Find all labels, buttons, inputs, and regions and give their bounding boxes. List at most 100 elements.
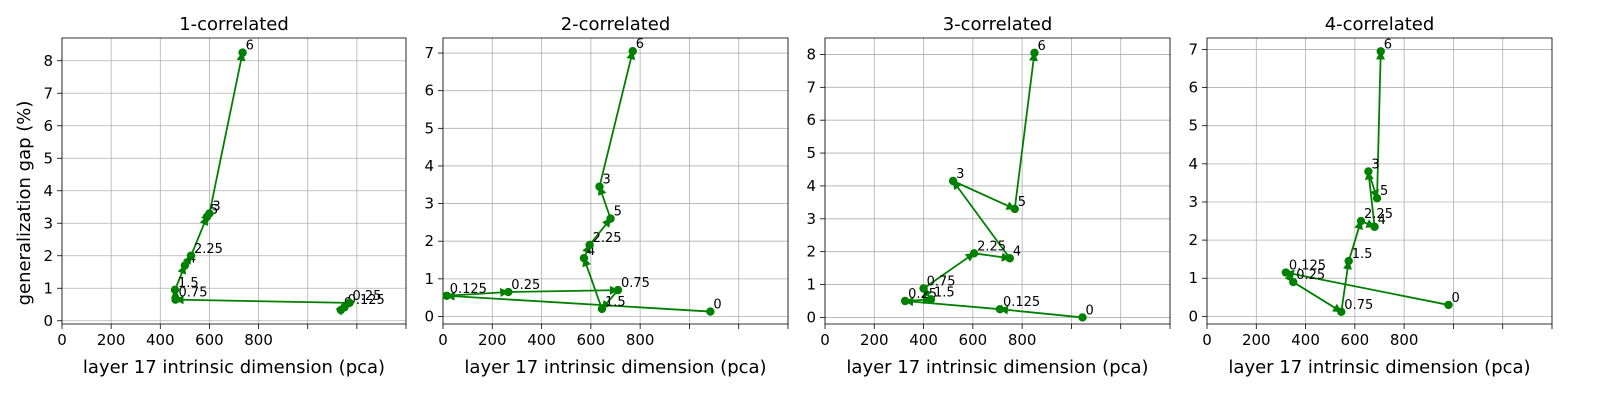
subplot-2: 0 200 400 600 800 0 1 2 3 4 5 6 7 2-correlated layer 1… xyxy=(424,14,789,378)
data-label: 0 xyxy=(713,298,721,313)
y-tick-label: 6 xyxy=(1188,79,1198,97)
data-point xyxy=(948,176,958,186)
data-point xyxy=(1281,268,1291,277)
trajectory-arrow xyxy=(190,215,209,257)
trajectory-arrow xyxy=(597,185,612,219)
data-label: 2.25 xyxy=(593,231,622,246)
x-axis-label: layer 17 intrinsic dimension (pca) xyxy=(846,357,1148,378)
y-tick-label: 6 xyxy=(806,111,816,129)
data-label: 4 xyxy=(1378,213,1386,228)
y-tick-label: 4 xyxy=(1188,155,1198,173)
y-tick-label: 2 xyxy=(424,232,434,250)
data-point xyxy=(442,291,451,300)
data-label: 0.125 xyxy=(1003,295,1040,310)
data-label: 4 xyxy=(587,244,595,259)
x-tick-label: 200 xyxy=(478,331,507,349)
data-point xyxy=(345,298,354,308)
chart-title: 1-correlated xyxy=(179,14,289,35)
y-tick-label: 5 xyxy=(43,149,53,167)
data-point xyxy=(1005,254,1015,263)
data-label: 3 xyxy=(602,173,610,188)
data-point xyxy=(926,295,936,304)
x-tick-label: 400 xyxy=(909,331,938,349)
data-label: 6 xyxy=(246,39,254,54)
data-point xyxy=(170,285,180,295)
subplot-3: 0 200 400 600 800 0 1 2 3 4 5 6 7 8 3-correlated layer … xyxy=(806,14,1171,378)
data-point xyxy=(628,46,637,56)
data-label: 3 xyxy=(1371,157,1379,172)
data-label: 1.5 xyxy=(605,295,626,310)
y-tick-label: 2 xyxy=(806,243,816,261)
y-tick-label: 5 xyxy=(806,144,816,162)
y-tick-label: 4 xyxy=(43,182,53,200)
y-tick-label: 1 xyxy=(806,276,816,294)
y-tick-label: 4 xyxy=(424,157,434,175)
y-tick-label: 1 xyxy=(1188,269,1198,287)
chart-title: 3-correlated xyxy=(943,14,1053,35)
axes-frame xyxy=(61,37,407,325)
data-label: 0.25 xyxy=(1296,268,1325,283)
y-tick-label: 2 xyxy=(43,247,53,265)
data-point xyxy=(995,305,1005,314)
subplots: 0 200 400 600 8000123456781-correlatedlayer … xyxy=(43,14,1553,378)
data-point xyxy=(900,296,910,306)
data-point xyxy=(585,240,594,250)
data-point xyxy=(1372,193,1382,203)
data-label: 5 xyxy=(1018,195,1026,210)
trajectory-arrow xyxy=(582,257,603,310)
x-tick-label: 0 xyxy=(1202,331,1212,349)
data-label: 0.25 xyxy=(352,289,381,304)
trajectory-arrow xyxy=(588,217,612,246)
data-point xyxy=(919,284,928,293)
data-point xyxy=(579,253,589,263)
trajectory-arrow xyxy=(208,51,246,214)
chart-title: 4-correlated xyxy=(1325,14,1435,35)
y-tick-label: 0 xyxy=(806,308,816,326)
y-tick-label: 6 xyxy=(43,117,53,135)
y-tick-label: 3 xyxy=(806,210,816,228)
data-label: 5 xyxy=(614,205,622,220)
trajectory-arrow xyxy=(1347,220,1363,262)
trajectory-arrow xyxy=(1340,260,1352,312)
y-tick-label: 5 xyxy=(1188,117,1198,135)
data-label: 6 xyxy=(636,37,644,52)
data-label: 2.25 xyxy=(194,242,223,257)
subplot-4: 0 200 400 600 800 0 1 2 3 4 5 6 7 4-correlated layer 1… xyxy=(1188,14,1553,378)
data-label: 5 xyxy=(210,203,218,218)
x-axis-label: layer 17 intrinsic dimension (pca) xyxy=(464,357,766,378)
y-tick-label: 2 xyxy=(1188,231,1198,249)
data-label: 3 xyxy=(956,167,964,182)
data-point xyxy=(613,285,623,295)
trajectory-arrow xyxy=(174,264,187,291)
data-label: 5 xyxy=(1380,184,1388,199)
x-tick-label: 800 xyxy=(1008,331,1037,349)
y-tick-label: 1 xyxy=(43,279,53,297)
data-point xyxy=(706,307,715,316)
data-label: 6 xyxy=(1384,37,1392,52)
y-tick-label: 7 xyxy=(43,84,53,102)
data-point xyxy=(205,209,214,218)
x-tick-label: 200 xyxy=(1242,331,1271,349)
x-tick-label: 800 xyxy=(244,331,273,349)
trajectory-arrow xyxy=(446,288,510,297)
trajectory-arrow xyxy=(1292,281,1343,313)
x-tick-label: 600 xyxy=(1341,331,1370,349)
data-point xyxy=(969,249,979,258)
x-tick-label: 400 xyxy=(146,331,175,349)
data-label: 2.25 xyxy=(977,239,1006,254)
x-tick-label: 400 xyxy=(1291,331,1320,349)
x-tick-label: 200 xyxy=(860,331,889,349)
chart-title: 2-correlated xyxy=(561,14,671,35)
y-tick-label: 7 xyxy=(806,78,816,96)
trajectory-arrow xyxy=(445,291,711,313)
trajectory-arrow xyxy=(1376,50,1386,199)
data-label: 4 xyxy=(1013,244,1021,259)
y-tick-label: 6 xyxy=(424,82,434,100)
data-label: 0.75 xyxy=(1344,298,1373,313)
data-point xyxy=(171,295,180,304)
x-tick-label: 800 xyxy=(1390,331,1419,349)
x-tick-label: 0 xyxy=(820,331,830,349)
data-point xyxy=(1376,47,1385,56)
trajectory-arrow xyxy=(1013,51,1038,210)
